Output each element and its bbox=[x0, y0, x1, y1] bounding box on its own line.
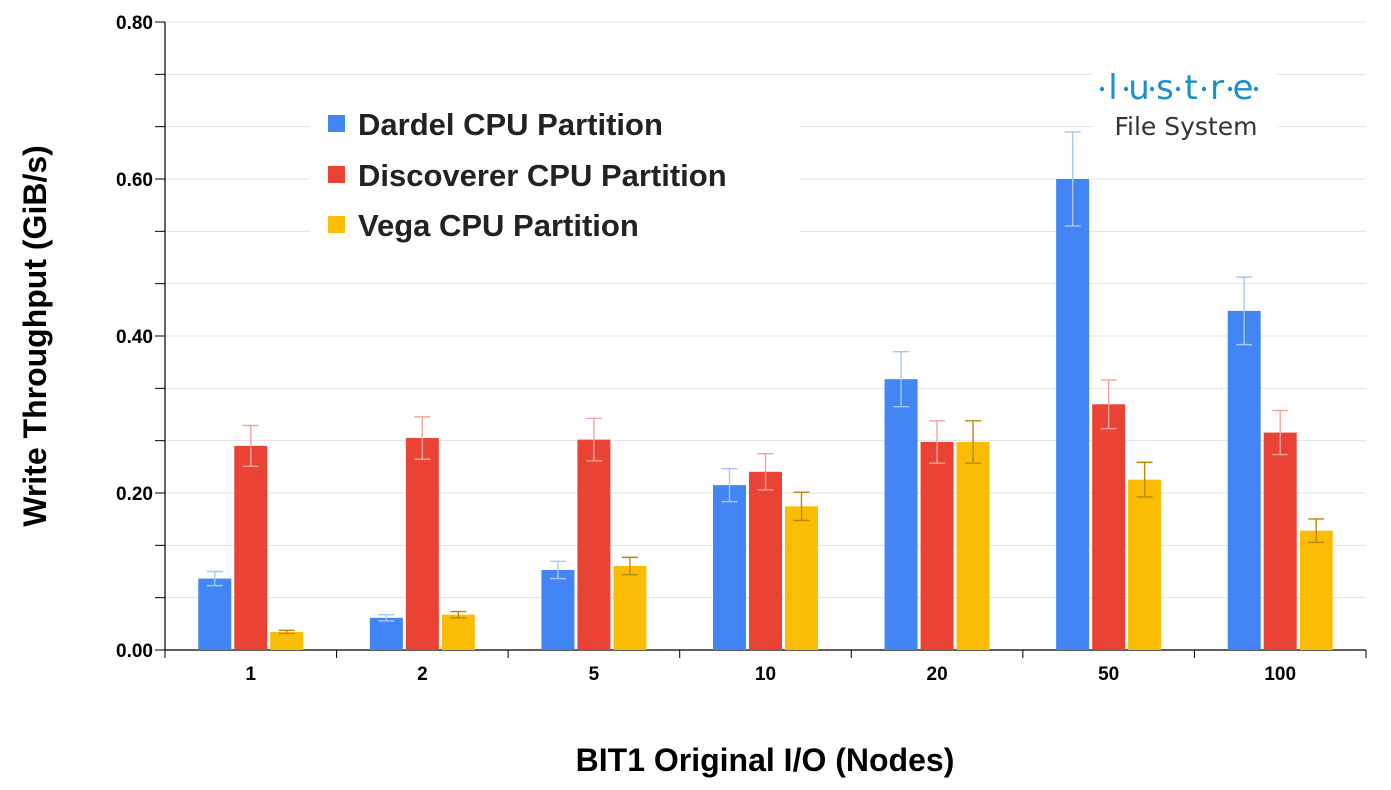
bar-dardel-100 bbox=[1227, 310, 1261, 650]
x-tick-label: 10 bbox=[755, 664, 776, 685]
logo-dot bbox=[1099, 86, 1105, 92]
logo-letter: l bbox=[1108, 68, 1117, 108]
logo-dot bbox=[1227, 86, 1233, 92]
logo-letter: r bbox=[1210, 68, 1224, 108]
logo-dot bbox=[1201, 86, 1207, 92]
bar-vega-20 bbox=[956, 441, 990, 650]
logo-subtitle: File System bbox=[1114, 112, 1257, 141]
x-tick-label: 2 bbox=[417, 664, 428, 685]
logo-letter: u bbox=[1128, 68, 1150, 108]
logo-letter: t bbox=[1184, 68, 1197, 108]
bar-vega-1 bbox=[270, 631, 304, 650]
bar-vega-100 bbox=[1299, 530, 1333, 650]
bar-vega-50 bbox=[1128, 479, 1162, 650]
bar-dardel-1 bbox=[198, 578, 232, 650]
bar-discoverer-50 bbox=[1092, 404, 1126, 650]
y-tick-label: 0.00 bbox=[116, 641, 153, 662]
y-tick-label: 0.60 bbox=[116, 170, 153, 191]
bar-discoverer-20 bbox=[920, 441, 954, 650]
legend-swatch-dardel bbox=[328, 115, 345, 132]
legend-background bbox=[310, 98, 800, 248]
tick-labels: 0.00 0.20 0.40 0.60 0.80 1 2 5 10 20 50 100 bbox=[116, 13, 1296, 685]
logo-letter: e bbox=[1233, 68, 1254, 108]
bar-discoverer-5 bbox=[577, 439, 611, 650]
legend-label-discoverer: Discoverer CPU Partition bbox=[358, 158, 727, 193]
logo-letter: s bbox=[1156, 68, 1174, 108]
legend-swatch-discoverer bbox=[328, 166, 345, 183]
x-axis-title: BIT1 Original I/O (Nodes) bbox=[576, 742, 955, 778]
bar-vega-2 bbox=[441, 614, 475, 650]
x-tick-label: 100 bbox=[1264, 664, 1296, 685]
bar-discoverer-100 bbox=[1263, 432, 1297, 650]
legend-label-vega: Vega CPU Partition bbox=[358, 208, 639, 243]
legend-label-dardel: Dardel CPU Partition bbox=[358, 107, 663, 142]
y-axis-title: Write Throughput (GiB/s) bbox=[17, 145, 53, 527]
bar-vega-5 bbox=[613, 566, 647, 650]
x-tick-label: 50 bbox=[1098, 664, 1119, 685]
legend: Dardel CPU Partition Discoverer CPU Part… bbox=[310, 98, 800, 248]
bars bbox=[198, 179, 1333, 650]
bar-dardel-2 bbox=[369, 617, 403, 650]
legend-swatch-vega bbox=[328, 216, 345, 233]
y-tick-label: 0.40 bbox=[116, 327, 153, 348]
logo-dot bbox=[1123, 86, 1129, 92]
bar-dardel-20 bbox=[884, 379, 918, 650]
logo-dot bbox=[1253, 86, 1259, 92]
bar-discoverer-1 bbox=[234, 445, 268, 650]
x-tick-label: 20 bbox=[927, 664, 948, 685]
bar-dardel-50 bbox=[1056, 179, 1090, 650]
y-tick-label: 0.20 bbox=[116, 484, 153, 505]
logo-dot bbox=[1149, 86, 1155, 92]
error-bars bbox=[206, 131, 1325, 635]
bar-discoverer-2 bbox=[405, 438, 439, 650]
x-tick-label: 5 bbox=[589, 664, 600, 685]
bar-discoverer-10 bbox=[749, 471, 782, 650]
bar-vega-10 bbox=[785, 506, 818, 650]
logo-background bbox=[1092, 62, 1277, 146]
bar-dardel-5 bbox=[541, 569, 575, 650]
bar-dardel-10 bbox=[713, 485, 746, 650]
logo-dot bbox=[1175, 86, 1181, 92]
y-tick-label: 0.80 bbox=[116, 13, 153, 34]
x-tick-label: 1 bbox=[245, 664, 256, 685]
